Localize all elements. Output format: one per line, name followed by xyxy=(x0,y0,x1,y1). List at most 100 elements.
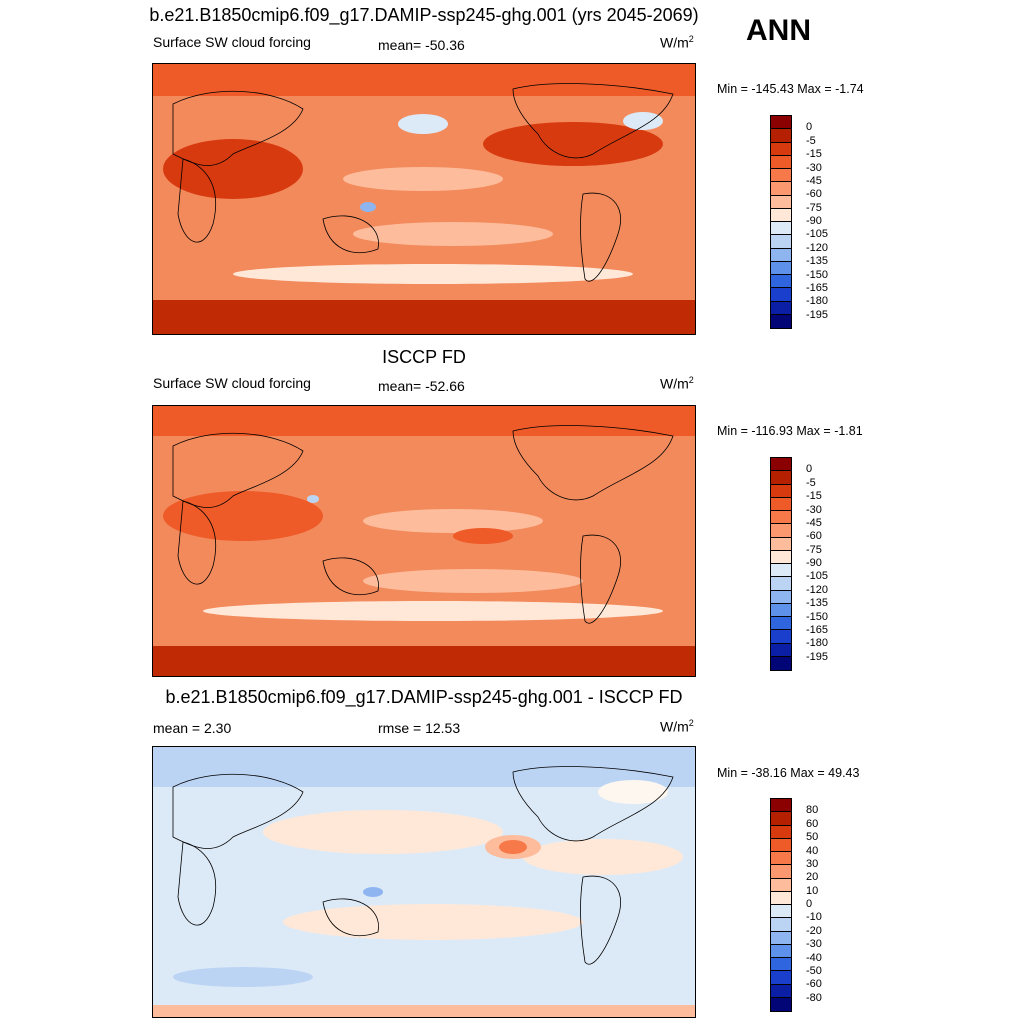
colorbar-swatch xyxy=(771,288,791,302)
panel-1-map xyxy=(152,63,696,335)
colorbar-swatch xyxy=(771,129,791,143)
colorbar-swatch xyxy=(771,577,791,591)
panel-2-mean-label: mean= -52.66 xyxy=(378,378,465,394)
colorbar-swatch xyxy=(771,314,791,328)
colorbar-tick-label: -5 xyxy=(806,476,816,489)
colorbar-swatch xyxy=(771,918,791,932)
colorbar-tick-label: -195 xyxy=(806,308,829,321)
colorbar-swatch xyxy=(771,878,791,892)
colorbar-tick-label: -80 xyxy=(806,991,822,1004)
panel-2-minmax: Min = -116.93 Max = -1.81 xyxy=(717,424,863,438)
colorbar-tick-label: -45 xyxy=(806,516,822,529)
colorbar-swatch xyxy=(771,248,791,262)
colorbar-swatch xyxy=(771,511,791,525)
colorbar-tick-label: 0 xyxy=(806,121,813,134)
colorbar-tick-label: -120 xyxy=(806,583,829,596)
panel-3-minmax: Min = -38.16 Max = 49.43 xyxy=(717,766,860,780)
colorbar-tick-label: -180 xyxy=(806,637,829,650)
colorbar-tick-label: -75 xyxy=(806,201,822,214)
colorbar-tick-label: 40 xyxy=(806,844,819,857)
panel-1-colorbar xyxy=(770,115,792,329)
colorbar-tick-label: -40 xyxy=(806,951,822,964)
colorbar-swatch xyxy=(771,471,791,485)
colorbar-swatch xyxy=(771,550,791,564)
panel-2-map xyxy=(152,405,696,677)
colorbar-swatch xyxy=(771,142,791,156)
colorbar-tick-label: 30 xyxy=(806,857,819,870)
colorbar-swatch xyxy=(771,169,791,183)
colorbar-tick-label: 10 xyxy=(806,884,819,897)
colorbar-tick-label: -90 xyxy=(806,557,822,569)
colorbar-tick-label: -180 xyxy=(806,295,829,308)
panel-3-mean-label: mean = 2.30 xyxy=(153,720,232,736)
colorbar-swatch xyxy=(771,301,791,315)
colorbar-swatch xyxy=(771,997,791,1011)
colorbar-swatch xyxy=(771,944,791,958)
colorbar-swatch xyxy=(771,656,791,670)
colorbar-tick-label: -135 xyxy=(806,597,829,610)
colorbar-swatch xyxy=(771,852,791,866)
panel-1-title: b.e21.B1850cmip6.f09_g17.DAMIP-ssp245-gh… xyxy=(149,5,699,25)
colorbar-swatch xyxy=(771,799,791,813)
colorbar-swatch xyxy=(771,484,791,498)
colorbar-tick-label: -195 xyxy=(806,650,829,663)
colorbar-tick-label: -120 xyxy=(806,241,829,254)
panel-3-units: W/m2 xyxy=(660,718,694,735)
colorbar-tick-label: -150 xyxy=(806,268,829,281)
panel-1-mean-label: mean= -50.36 xyxy=(378,37,465,53)
colorbar-swatch xyxy=(771,931,791,945)
colorbar-tick-label: -20 xyxy=(806,924,822,937)
colorbar-tick-label: -105 xyxy=(806,570,829,583)
colorbar-tick-label: -75 xyxy=(806,543,822,556)
colorbar-swatch xyxy=(771,984,791,998)
colorbar-swatch xyxy=(771,564,791,578)
colorbar-swatch xyxy=(771,458,791,472)
colorbar-swatch xyxy=(771,865,791,879)
colorbar-swatch xyxy=(771,182,791,196)
colorbar-swatch xyxy=(771,208,791,222)
colorbar-swatch xyxy=(771,155,791,169)
colorbar-swatch xyxy=(771,497,791,511)
panel-2-variable-label: Surface SW cloud forcing xyxy=(153,375,311,391)
colorbar-tick-label: 50 xyxy=(806,831,819,844)
colorbar-tick-label: -30 xyxy=(806,161,822,174)
panel-2-units: W/m2 xyxy=(660,375,694,392)
colorbar-swatch xyxy=(771,617,791,631)
colorbar-swatch xyxy=(771,891,791,905)
colorbar-swatch xyxy=(771,905,791,919)
colorbar-swatch xyxy=(771,195,791,209)
panel-2-colorbar xyxy=(770,457,792,671)
colorbar-tick-label: 20 xyxy=(806,871,819,884)
colorbar-tick-label: -165 xyxy=(806,623,829,636)
colorbar-tick-label: -150 xyxy=(806,610,829,623)
colorbar-tick-label: -50 xyxy=(806,964,822,977)
colorbar-swatch xyxy=(771,261,791,275)
season-label: ANN xyxy=(746,14,811,47)
colorbar-tick-label: -10 xyxy=(806,911,822,924)
panel-1-minmax: Min = -145.43 Max = -1.74 xyxy=(717,82,864,96)
colorbar-swatch xyxy=(771,603,791,617)
colorbar-swatch xyxy=(771,537,791,551)
colorbar-tick-label: -30 xyxy=(806,938,822,951)
colorbar-swatch xyxy=(771,524,791,538)
colorbar-swatch xyxy=(771,116,791,130)
panel-2-title: ISCCP FD xyxy=(382,347,466,367)
colorbar-tick-label: 0 xyxy=(806,898,813,910)
colorbar-swatch xyxy=(771,958,791,972)
colorbar-swatch xyxy=(771,971,791,985)
colorbar-tick-label: -105 xyxy=(806,228,829,241)
panel-3-rmse-label: rmse = 12.53 xyxy=(378,720,461,736)
colorbar-tick-label: -15 xyxy=(806,490,822,503)
colorbar-tick-label: -60 xyxy=(806,530,822,543)
colorbar-swatch xyxy=(771,235,791,249)
colorbar-tick-label: -90 xyxy=(806,215,822,227)
colorbar-swatch xyxy=(771,590,791,604)
colorbar-tick-label: -15 xyxy=(806,148,822,161)
colorbar-swatch xyxy=(771,275,791,289)
colorbar-tick-label: -5 xyxy=(806,134,816,147)
colorbar-tick-label: -60 xyxy=(806,188,822,201)
colorbar-tick-label: -30 xyxy=(806,503,822,516)
colorbar-swatch xyxy=(771,222,791,236)
colorbar-tick-label: 80 xyxy=(806,804,819,817)
panel-3-title: b.e21.B1850cmip6.f09_g17.DAMIP-ssp245-gh… xyxy=(165,687,683,707)
